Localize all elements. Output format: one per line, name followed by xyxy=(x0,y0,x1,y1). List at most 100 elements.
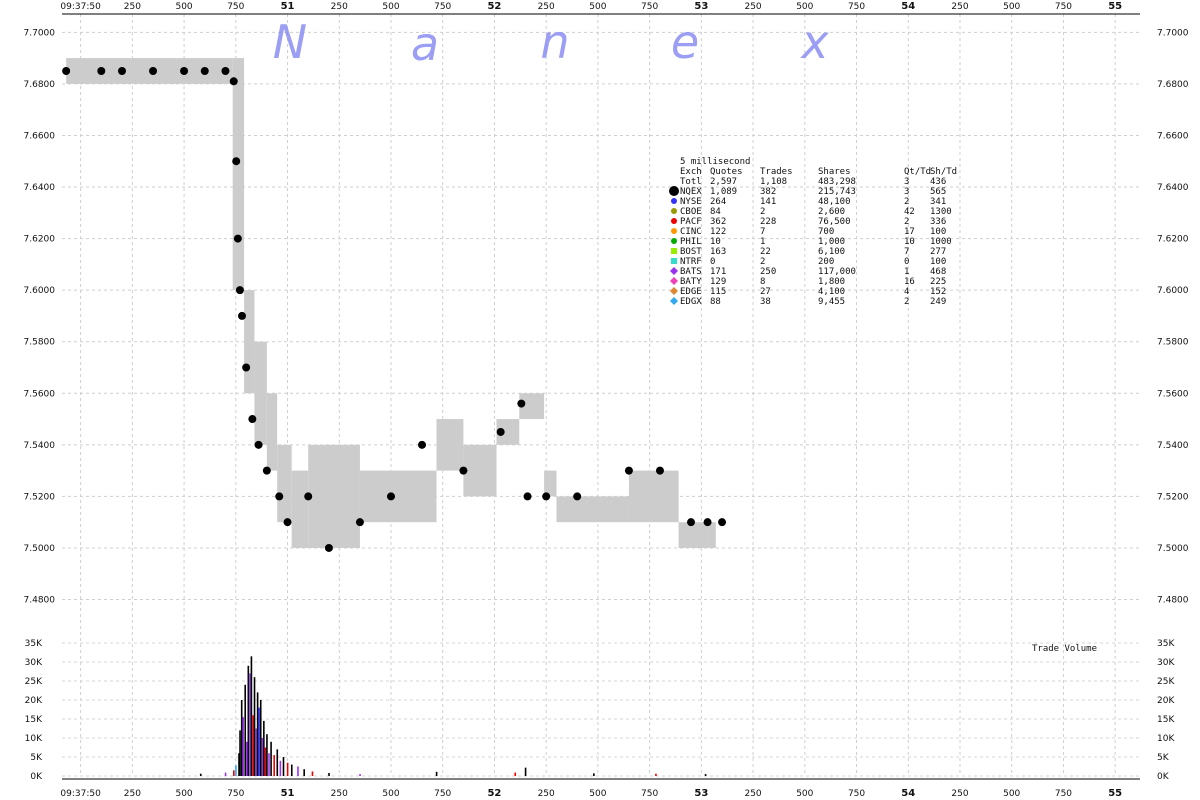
legend-row-cell: 1300 xyxy=(930,207,952,217)
volume-tick-right: 15K xyxy=(1157,715,1175,725)
legend-row-cell: 48,100 xyxy=(818,197,851,207)
legend-row-cell: 2 xyxy=(904,197,909,207)
volume-bar xyxy=(359,774,361,776)
x-tick-label-bottom: 500 xyxy=(382,789,399,799)
legend-row-cell: 228 xyxy=(760,217,776,227)
legend-row-cell: BATS xyxy=(680,267,702,277)
legend-row-cell: 1 xyxy=(904,267,909,277)
nbbo-band xyxy=(628,470,679,523)
volume-bar xyxy=(303,769,305,776)
trade-marker xyxy=(517,399,526,408)
nbbo-band xyxy=(232,58,245,291)
volume-bar xyxy=(311,771,314,776)
legend-row-cell: 100 xyxy=(930,257,946,267)
legend-row-cell: NTRF xyxy=(680,257,702,267)
nbbo-band xyxy=(707,522,716,548)
volume-tick-right: 35K xyxy=(1157,639,1175,649)
volume-bar xyxy=(250,656,253,776)
price-tick-right: 7.6600 xyxy=(1157,131,1189,141)
legend-row-cell: 336 xyxy=(930,217,946,227)
trade-marker xyxy=(418,440,427,449)
nbbo-band xyxy=(376,470,437,523)
trade-marker xyxy=(97,66,106,75)
trade-marker xyxy=(233,234,242,243)
legend-row-cell: 42 xyxy=(904,207,915,217)
legend-row-cell: 10 xyxy=(904,237,915,247)
trade-marker xyxy=(459,466,468,475)
volume-bar xyxy=(224,772,227,776)
x-tick-label-top: 500 xyxy=(589,2,606,12)
legend-row-cell: BATY xyxy=(680,277,702,287)
price-tick-left: 7.5200 xyxy=(24,492,56,502)
trade-marker xyxy=(542,492,551,501)
x-tick-label-top: 51 xyxy=(281,1,295,12)
volume-tick-right: 5K xyxy=(1157,753,1170,763)
watermark-letter: e xyxy=(671,15,699,69)
volume-bar xyxy=(273,755,275,776)
legend-row-cell: 6,100 xyxy=(818,247,845,257)
x-tick-label-bottom: 750 xyxy=(848,789,865,799)
watermark-letter: x xyxy=(799,15,829,69)
legend-row-cell: 122 xyxy=(710,227,726,237)
trade-marker xyxy=(149,66,158,75)
legend-row-cell: 9,455 xyxy=(818,297,845,307)
legend-row-cell: 1,000 xyxy=(818,237,845,247)
volume-bar xyxy=(235,765,237,776)
trade-marker xyxy=(262,466,271,475)
legend-row-cell: 22 xyxy=(760,247,771,257)
legend-row-cell: 129 xyxy=(710,277,726,287)
trade-marker xyxy=(718,518,727,527)
legend-row-cell: CBOE xyxy=(680,207,702,217)
legend-total-cell: 483,298 xyxy=(818,177,856,187)
legend-header: Qt/Td xyxy=(904,167,931,177)
price-tick-left: 7.5600 xyxy=(24,389,56,399)
trade-marker xyxy=(304,492,313,501)
trade-marker xyxy=(324,543,333,552)
volume-bar xyxy=(246,741,248,776)
trade-marker xyxy=(523,492,532,501)
nbbo-band xyxy=(678,522,708,548)
price-tick-left: 7.7000 xyxy=(24,28,56,38)
legend-row-cell: BOST xyxy=(680,247,702,257)
x-tick-label-top: 500 xyxy=(382,2,399,12)
legend-row-cell: 3 xyxy=(904,187,909,197)
price-tick-right: 7.5200 xyxy=(1157,492,1189,502)
volume-bar xyxy=(328,772,330,776)
x-tick-label-bottom: 250 xyxy=(951,789,968,799)
volume-tick-right: 10K xyxy=(1157,734,1175,744)
x-tick-label-top: 250 xyxy=(124,2,141,12)
volume-bar xyxy=(282,757,285,776)
volume-tick-left: 5K xyxy=(30,753,43,763)
trade-marker xyxy=(200,66,209,75)
legend-total-cell: 3 xyxy=(904,177,909,187)
volume-bar xyxy=(286,762,289,776)
chart-axes: 09:37:5009:37:50250250500500750750515125… xyxy=(24,1,1189,799)
legend-row-cell: 362 xyxy=(710,217,726,227)
watermark-letter: N xyxy=(273,15,307,69)
trade-marker xyxy=(703,518,712,527)
legend-row-cell: 2 xyxy=(760,207,765,217)
trade-marker xyxy=(573,492,582,501)
volume-bar xyxy=(524,767,527,776)
volume-tick-left: 15K xyxy=(25,715,43,725)
volume-tick-left: 35K xyxy=(25,639,43,649)
price-tick-left: 7.5800 xyxy=(24,338,56,348)
legend-row-cell: 249 xyxy=(930,297,946,307)
legend-row-cell: 468 xyxy=(930,267,946,277)
x-tick-label-top: 750 xyxy=(641,2,658,12)
price-tick-right: 7.5000 xyxy=(1157,544,1189,554)
x-tick-label-top: 250 xyxy=(951,2,968,12)
volume-bar xyxy=(264,747,267,776)
legend-marker xyxy=(671,198,677,204)
volume-bar xyxy=(263,720,265,776)
nbbo-band xyxy=(308,444,360,548)
nbbo-band xyxy=(544,470,557,497)
legend-row-cell: 10 xyxy=(710,237,721,247)
x-tick-label-top: 750 xyxy=(434,2,451,12)
nbbo-band xyxy=(254,341,267,445)
legend-row-cell: 1 xyxy=(760,237,765,247)
trade-markers xyxy=(62,66,727,552)
nbbo-band xyxy=(277,444,292,523)
volume-bar xyxy=(252,715,254,776)
